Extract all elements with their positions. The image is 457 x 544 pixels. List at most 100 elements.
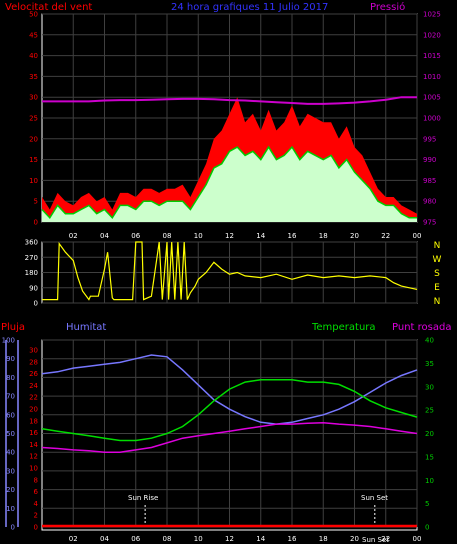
temperature-x-tick: 08 (163, 535, 172, 543)
direction-ticks: 0 90 180 270 360 02 04 06 08 10 12 14 16 18 20 22 00 (25, 232, 422, 308)
compass-letter-n: N (434, 241, 441, 251)
wind-y-tick: 25 (29, 115, 38, 123)
direction-x-tick: 10 (194, 232, 203, 240)
temperature-x-tick: 16 (288, 535, 297, 543)
direction-y-tick: 0 (34, 300, 38, 308)
direction-x-tick: 02 (69, 232, 78, 240)
temperature-y-tick: 20 (425, 430, 434, 438)
humidity-y-tick: 60 (6, 411, 15, 419)
temperature-ticks: 0102030405060708090100024681012141618202… (2, 337, 434, 544)
rain-y-tick: 8 (34, 476, 38, 484)
temperature-y-tick: 0 (425, 524, 429, 532)
pressure-y-tick: 1000 (423, 115, 441, 123)
temperature-label: Temperatura (311, 322, 376, 333)
rain-label: Pluja (1, 322, 25, 333)
sun-set-label: Sun Set (361, 494, 388, 502)
temperature-x-tick: 00 (413, 535, 422, 543)
dew-point-line (41, 421, 418, 453)
wind-y-tick: 10 (29, 177, 38, 185)
direction-x-tick: 12 (225, 232, 234, 240)
humidity-y-tick: 80 (6, 374, 15, 382)
temperature-x-tick: 20 (350, 535, 359, 543)
temperature-y-tick: 35 (425, 360, 434, 368)
temperature-y-tick: 15 (425, 453, 434, 461)
wind-y-tick: 35 (29, 73, 38, 81)
temperature-y-tick: 30 (425, 383, 434, 391)
compass-letter-w: W (433, 255, 442, 265)
humidity-y-tick: 90 (6, 355, 15, 363)
wind-y-tick: 15 (29, 156, 38, 164)
direction-x-tick: 18 (319, 232, 328, 240)
chart-title: 24 hora grafiques 11 Julio 2017 (171, 2, 328, 13)
rain-y-tick: 2 (34, 512, 38, 520)
pressure-line (42, 96, 417, 105)
wind-direction-line (42, 241, 418, 301)
temperature-x-tick: 04 (100, 535, 109, 543)
humidity-line (41, 354, 418, 425)
temperature-x-tick: 14 (256, 535, 265, 543)
temperature-marks (41, 354, 418, 528)
pressure-y-tick: 975 (423, 219, 436, 227)
rain-y-tick: 28 (29, 358, 38, 366)
pressure-y-tick: 985 (423, 177, 436, 185)
humidity-y-tick: 0 (11, 524, 15, 532)
direction-x-tick: 14 (256, 232, 265, 240)
humidity-label: Humitat (66, 322, 106, 333)
wind-y-tick: 30 (29, 94, 38, 102)
wind-ticks: 0510152025303540455097598098599099510001… (29, 11, 441, 227)
pressure-y-tick: 1010 (423, 73, 441, 81)
wind-average-line (41, 145, 417, 220)
direction-x-tick: 08 (163, 232, 172, 240)
temperature-y-tick: 25 (425, 407, 434, 415)
temperature-x-tick: 02 (69, 535, 78, 543)
wind-speed-label: Velocitat del vent (5, 2, 92, 13)
pressure-y-tick: 995 (423, 135, 436, 143)
humidity-y-tick: 10 (6, 505, 15, 513)
wind-y-tick: 40 (29, 52, 38, 60)
humidity-y-tick: 20 (6, 486, 15, 494)
rain-y-tick: 22 (29, 394, 38, 402)
wind-average-area (42, 147, 417, 222)
rain-y-tick: 0 (34, 524, 38, 532)
pressure-y-tick: 1020 (423, 31, 441, 39)
rain-y-tick: 16 (29, 429, 38, 437)
rain-y-tick: 30 (29, 347, 38, 355)
rain-y-tick: 10 (29, 465, 38, 473)
pressure-y-tick: 980 (423, 198, 436, 206)
rain-y-tick: 26 (29, 370, 38, 378)
temperature-y-tick: 5 (425, 500, 429, 508)
sun-rise-label: Sun Rise (128, 494, 158, 502)
rain-y-tick: 24 (29, 382, 38, 390)
wind-y-tick: 20 (29, 135, 38, 143)
direction-y-tick: 270 (25, 254, 38, 262)
wind-y-tick: 5 (34, 198, 38, 206)
rain-y-tick: 20 (29, 406, 38, 414)
temperature-x-tick: 10 (194, 535, 203, 543)
rain-y-tick: 12 (29, 453, 38, 461)
wind-y-tick: 0 (34, 219, 38, 227)
temperature-x-tick: 22 (381, 535, 390, 543)
direction-x-tick: 20 (350, 232, 359, 240)
direction-x-tick: 16 (288, 232, 297, 240)
compass-letter-s: S (434, 269, 440, 279)
temperature-panel: 0102030405060708090100024681012141618202… (1, 322, 451, 544)
sun-set-axis-label: Sun Set (362, 536, 389, 544)
pressure-y-tick: 990 (423, 156, 436, 164)
temperature-grid (42, 339, 418, 528)
pressure-label: Pressió (370, 1, 405, 13)
direction-x-tick: 06 (131, 232, 140, 240)
humidity-y-tick: 100 (2, 337, 15, 345)
direction-x-tick: 22 (381, 232, 390, 240)
temperature-y-tick: 10 (425, 477, 434, 485)
humidity-y-tick: 30 (6, 467, 15, 475)
temperature-x-tick: 06 (131, 535, 140, 543)
wind-y-tick: 45 (29, 31, 38, 39)
temperature-y-tick: 40 (425, 337, 434, 345)
direction-x-tick: 00 (413, 232, 422, 240)
temperature-x-tick: 12 (225, 535, 234, 543)
pressure-y-tick: 1015 (423, 52, 441, 60)
direction-marks (42, 241, 418, 301)
direction-x-tick: 04 (100, 232, 109, 240)
